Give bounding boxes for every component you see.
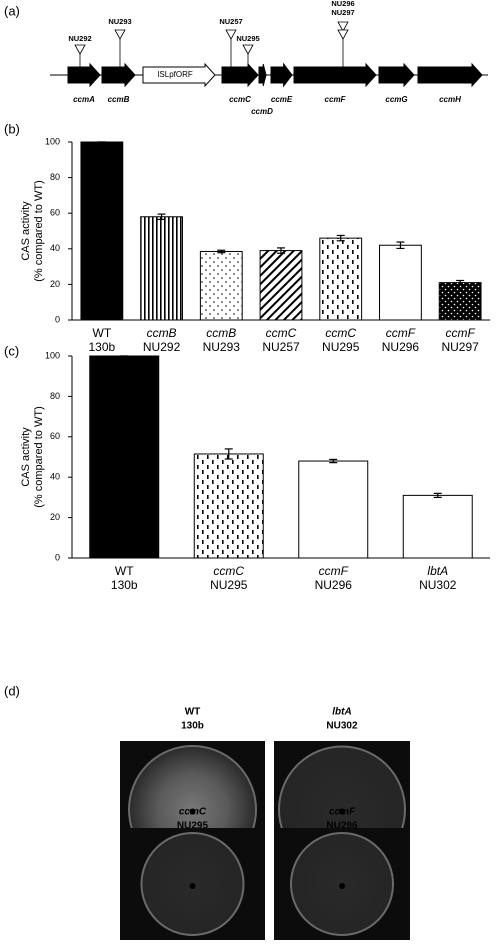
x-tick-label: NU297 [441,340,479,354]
bar [379,244,422,321]
insertion-label: NU295 [236,34,259,43]
x-tick-label: ccmB [147,326,177,340]
x-tick-label: lbtA [427,564,448,578]
bar [89,355,160,559]
insertion-label: NU257 [219,17,242,26]
gene-arrow [417,62,483,88]
plate-strain: 130b [181,721,204,732]
y-tick-label: 0 [55,552,60,562]
plate-strain: NU296 [326,821,358,832]
bar [298,460,369,559]
gene-label: ccmD [251,107,273,116]
gene-label: ISLpfORF [157,70,193,79]
x-tick-label: NU296 [315,578,353,592]
plate-well [189,883,196,889]
x-tick-label: NU295 [322,340,360,354]
y-tick-label: 60 [50,431,60,441]
bar [259,250,303,321]
bar [199,250,243,321]
plate-gene: ccmC [179,807,207,818]
plate-well [189,808,196,815]
x-tick-label: NU293 [203,340,241,354]
x-tick-label: ccmC [266,326,297,340]
x-tick-label: NU292 [143,340,181,354]
insertion-label: NU297 [331,8,354,17]
y-tick-label: 40 [50,243,60,253]
x-tick-label: ccmC [213,564,244,578]
gene-label: ccmE [271,95,293,104]
panel-label: (a) [4,3,20,18]
x-tick-label: NU302 [419,578,457,592]
insertion-triangle [242,44,254,55]
gene-arrow [221,62,259,88]
gene-arrow [258,63,267,87]
x-tick-label: ccmF [319,564,349,578]
gene-arrow [142,62,216,88]
y-tick-label: 100 [45,350,60,360]
plate-gene: ccmF [329,807,356,818]
plate-strain: NU302 [326,721,358,732]
x-tick-label: WT [93,326,112,340]
insertion-label: NU292 [68,34,91,43]
y-tick-label: 20 [50,279,60,289]
plate-gene: WT [185,707,201,718]
bar [140,216,183,321]
y-tick-label: 20 [50,512,60,522]
plate-well [339,883,345,889]
bar [402,494,473,559]
x-tick-label: 130b [89,340,116,354]
gene-arrow [293,62,377,88]
x-tick-label: ccmF [445,326,475,340]
gene-arrow [67,62,101,88]
x-tick-label: NU295 [210,578,248,592]
insertion-label: NU293 [108,17,131,26]
x-tick-label: WT [115,564,134,578]
y-axis-label: (% compared to WT) [33,180,45,281]
bar [80,141,124,321]
y-axis-label: CAS activity [20,201,32,261]
y-tick-label: 80 [50,391,60,401]
gene-label: ccmF [325,95,347,104]
gene-arrow [270,62,293,88]
y-axis-label: CAS activity [20,427,32,487]
panel-label: (d) [4,683,20,698]
insertion-triangle [74,44,86,55]
gene-label: ccmA [73,95,95,104]
y-tick-label: 100 [45,136,60,146]
panel-label: (b) [4,121,20,136]
insertion-triangle [337,29,349,40]
gene-label: ccmC [229,95,251,104]
plate-gene: lbtA [332,707,351,718]
x-tick-label: ccmB [206,326,236,340]
bar [438,282,482,321]
bar [193,453,264,559]
x-tick-label: NU296 [382,340,420,354]
x-tick-label: NU257 [262,340,300,354]
insertion-triangle [225,29,237,40]
gene-arrow [378,62,415,88]
y-axis-label: (% compared to WT) [33,406,45,507]
x-tick-label: ccmC [325,326,356,340]
y-tick-label: 0 [55,314,60,324]
plate-well [339,808,345,815]
plate-strain: NU295 [177,821,209,832]
x-tick-label: 130b [111,578,138,592]
insertion-triangle [337,21,349,32]
bar [319,237,363,321]
y-tick-label: 60 [50,208,60,218]
insertion-label: NU296 [331,0,354,8]
insertion-triangle [114,29,126,40]
gene-arrow [101,62,136,88]
y-tick-label: 40 [50,472,60,482]
gene-label: ccmG [385,95,407,104]
gene-label: ccmH [439,95,461,104]
gene-label: ccmB [108,95,130,104]
panel-label: (c) [4,343,19,358]
y-tick-label: 80 [50,172,60,182]
x-tick-label: ccmF [386,326,416,340]
